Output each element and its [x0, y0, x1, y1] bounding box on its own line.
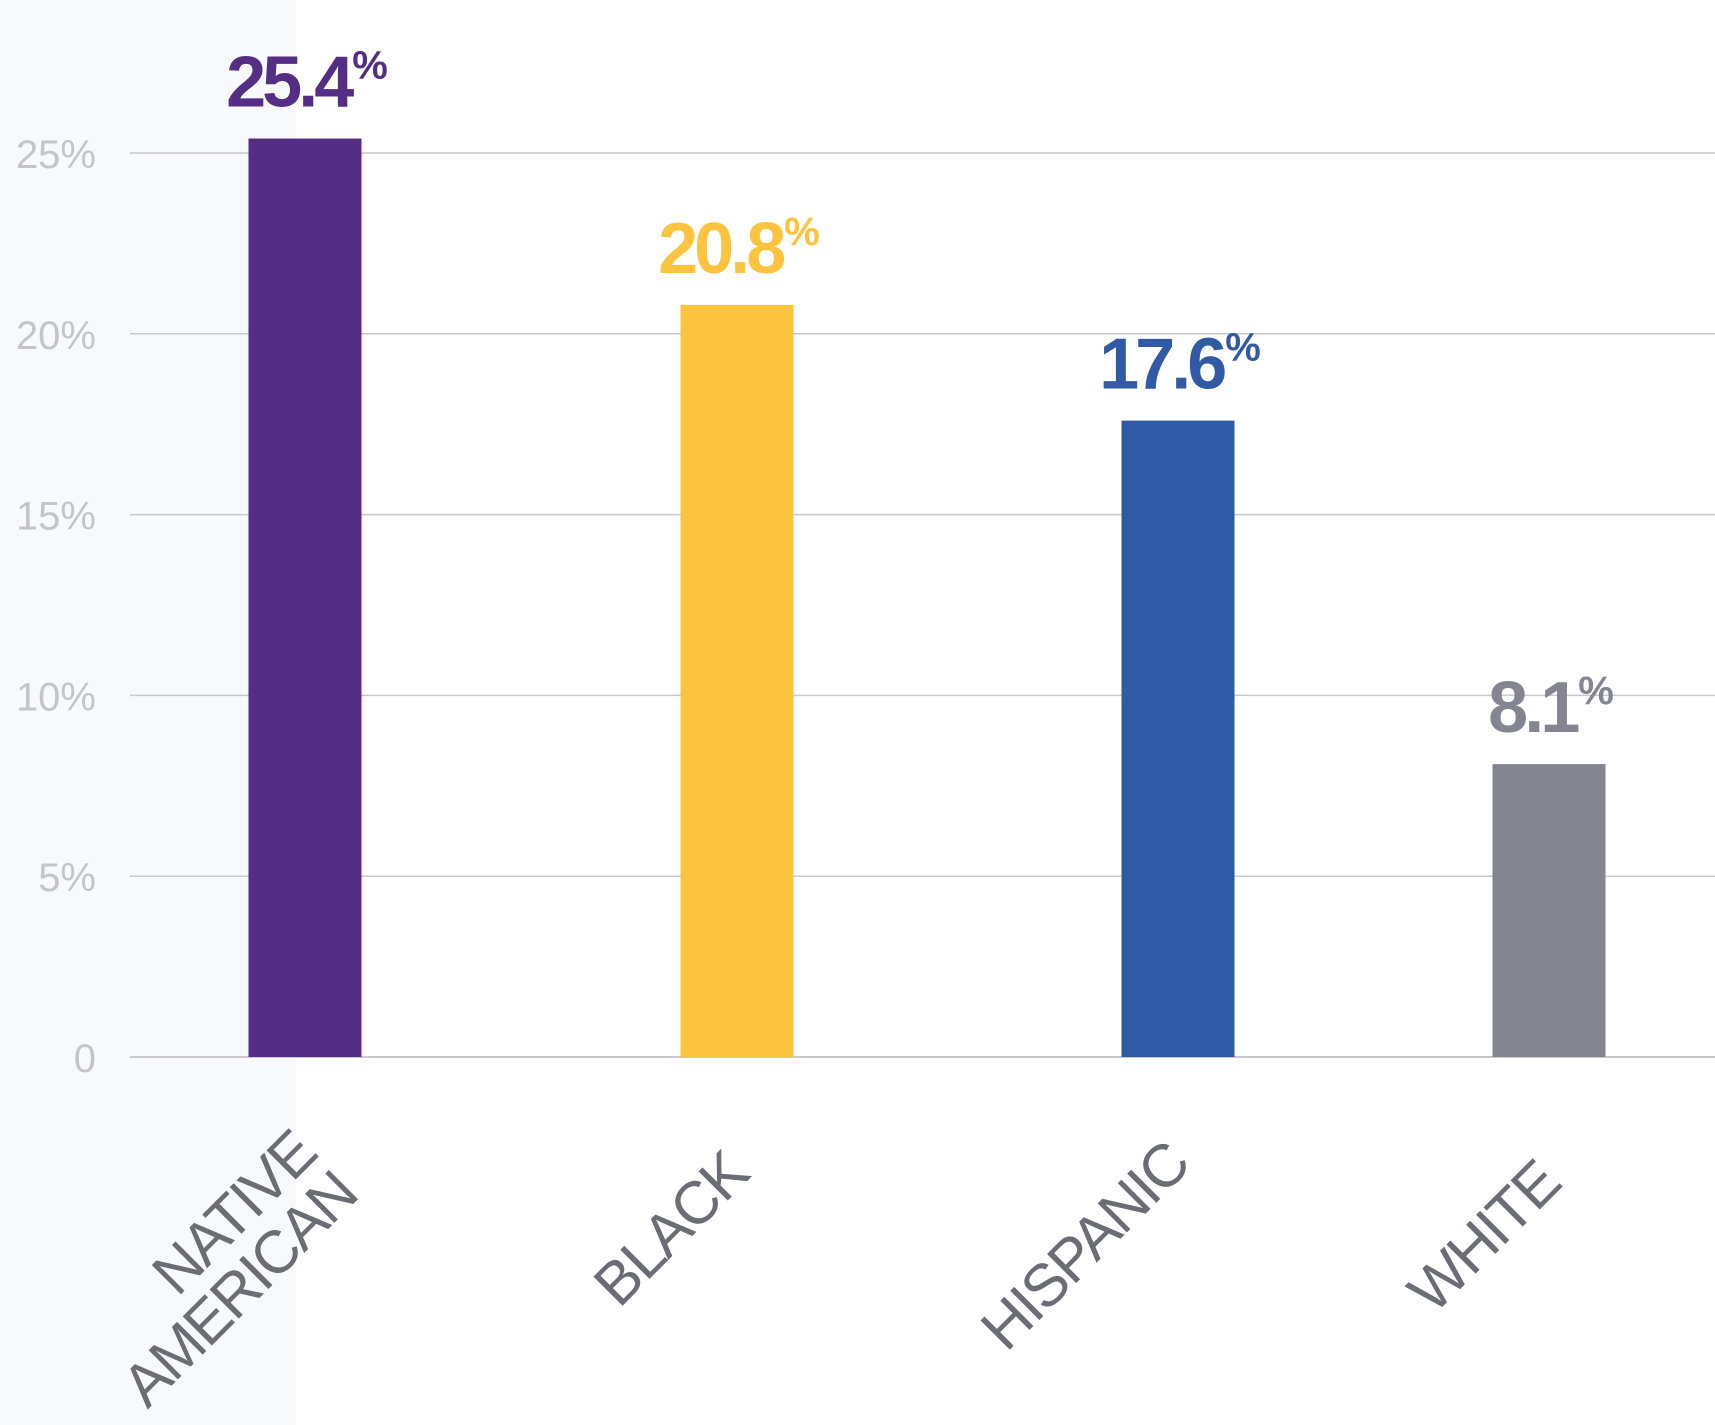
value-number: 20.8	[658, 209, 784, 289]
value-unit: %	[352, 44, 387, 88]
y-axis-ticks: 0 5% 10% 15% 20% 25%	[16, 133, 96, 1081]
value-number: 17.6	[1099, 325, 1225, 405]
y-tick-label: 15%	[16, 495, 96, 539]
category-label-line: WHITE	[1395, 1148, 1572, 1325]
y-tick-label: 0	[74, 1037, 96, 1081]
category-label: WHITE	[1395, 1148, 1572, 1325]
category-label-line: BLACK	[581, 1138, 762, 1319]
value-unit: %	[784, 210, 819, 254]
y-tick-label: 10%	[16, 675, 96, 719]
value-label: 17.6%	[1099, 325, 1260, 405]
bar-black	[680, 304, 794, 1057]
value-labels: 25.4%20.8%17.6%8.1%	[226, 43, 1617, 749]
bar-white	[1492, 764, 1606, 1057]
value-label: 8.1%	[1488, 668, 1613, 748]
bar-hispanic	[1121, 420, 1235, 1058]
grid-layer	[130, 152, 1715, 1058]
value-number: 8.1	[1488, 668, 1579, 748]
value-unit: %	[1578, 669, 1613, 713]
y-tick-label: 20%	[16, 314, 96, 358]
left-margin-panel	[0, 0, 296, 1425]
y-tick-label: 25%	[16, 133, 96, 177]
value-label: 25.4%	[226, 43, 387, 123]
bar-native-american	[248, 138, 362, 1057]
y-tick-label: 5%	[38, 856, 96, 900]
value-number: 25.4	[226, 43, 354, 123]
category-label: HISPANIC	[968, 1128, 1202, 1362]
category-label: BLACK	[581, 1138, 762, 1319]
value-label: 20.8%	[658, 209, 819, 289]
value-unit: %	[1225, 326, 1260, 370]
bars	[248, 138, 1606, 1058]
category-label-line: HISPANIC	[968, 1128, 1202, 1362]
